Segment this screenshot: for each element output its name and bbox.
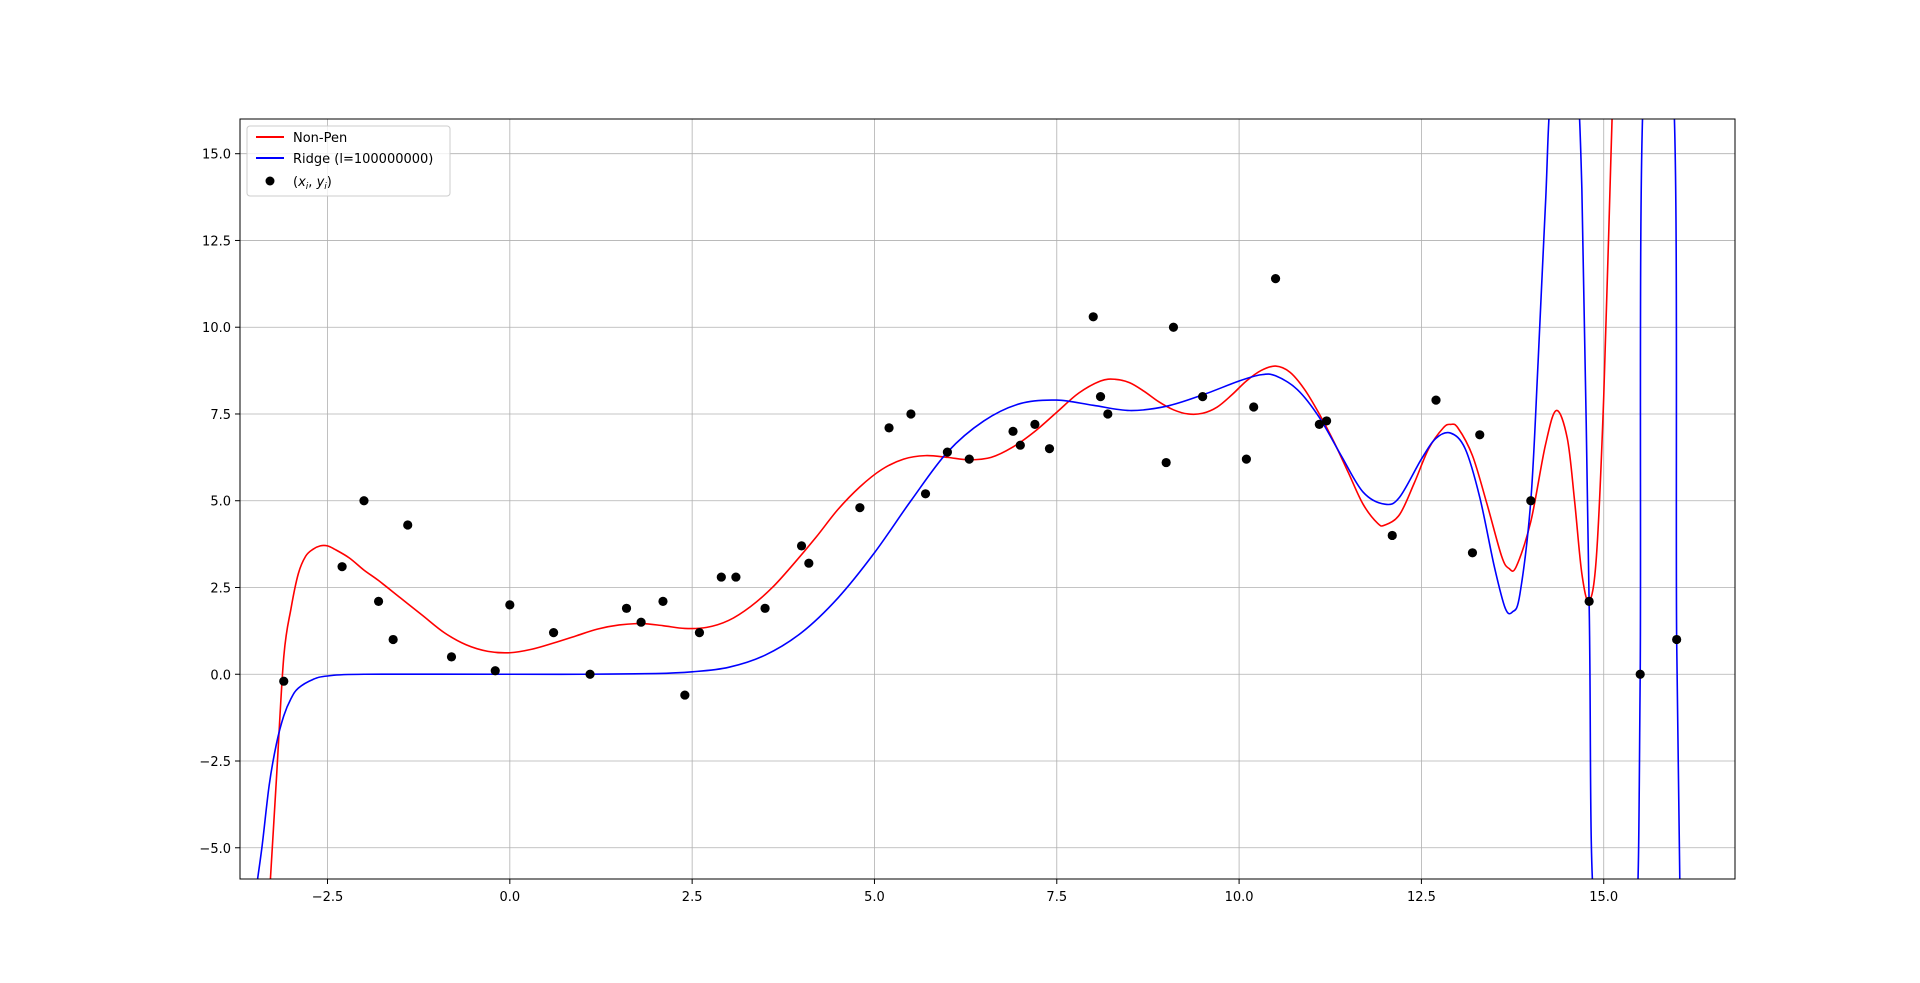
data-point	[621, 603, 632, 613]
data-point	[658, 596, 668, 606]
x-tick-label: 7.5	[1046, 890, 1067, 905]
data-point	[1088, 312, 1098, 322]
data-point	[906, 409, 916, 419]
data-point	[760, 603, 770, 613]
y-tick-label: −5.0	[199, 842, 231, 857]
y-tick-label: 12.5	[202, 234, 231, 249]
data-point	[1015, 440, 1025, 450]
legend-label-non-pen: Non-Pen	[293, 131, 347, 146]
x-tick-label: 2.5	[682, 890, 703, 905]
y-tick-label: 0.0	[210, 668, 231, 683]
data-point	[403, 520, 413, 530]
data-point	[1584, 596, 1594, 606]
data-point	[446, 652, 457, 662]
y-tick-label: −2.5	[199, 755, 231, 770]
data-point	[388, 634, 398, 645]
scatter-points	[279, 274, 1682, 700]
x-axis: −2.5 0.0 2.5 5.0 7.5 10.0 12.5 15.0	[312, 879, 1618, 905]
data-point	[1241, 454, 1251, 464]
x-tick-label: 15.0	[1589, 890, 1618, 905]
data-point	[855, 503, 865, 513]
data-point	[1387, 530, 1397, 541]
y-tick-label: 7.5	[210, 408, 231, 423]
data-point	[1635, 669, 1645, 679]
data-point	[1044, 444, 1055, 454]
y-tick-label: 2.5	[210, 581, 231, 596]
x-tick-label: −2.5	[312, 890, 344, 905]
data-point	[1198, 392, 1208, 402]
legend-box	[246, 125, 451, 197]
legend: Non-Pen Ridge (l=100000000) (xi, yi)	[246, 125, 451, 197]
legend-label-points: (xi, yi)	[293, 175, 332, 192]
data-point	[1672, 634, 1682, 645]
data-point	[1270, 274, 1281, 284]
data-point	[694, 628, 705, 638]
y-axis: −5.0 −2.5 0.0 2.5 5.0 7.5 10.0 12.5 15.0	[199, 148, 240, 857]
data-point	[1467, 548, 1478, 558]
grid-lines	[240, 119, 1735, 879]
legend-swatch-points	[265, 176, 275, 186]
data-point	[1314, 419, 1324, 429]
data-point	[279, 676, 289, 686]
x-tick-label: 12.5	[1407, 890, 1436, 905]
data-point	[731, 572, 741, 582]
data-point	[1168, 322, 1179, 332]
data-point	[1526, 496, 1536, 506]
y-tick-label: 15.0	[202, 148, 231, 163]
plot-background	[240, 119, 1735, 879]
data-point	[636, 617, 646, 627]
data-point	[1161, 457, 1171, 468]
data-point	[796, 541, 807, 551]
data-point	[490, 666, 500, 676]
series-lines	[256, 119, 1681, 879]
data-point	[373, 596, 384, 606]
data-point	[884, 423, 894, 433]
data-point	[1103, 409, 1113, 419]
data-point	[585, 669, 595, 679]
data-point	[942, 447, 952, 457]
data-point	[1008, 426, 1018, 436]
data-point	[716, 572, 726, 582]
data-point	[1322, 416, 1332, 426]
y-tick-label: 5.0	[210, 495, 231, 510]
data-point	[359, 496, 369, 506]
data-point	[505, 600, 515, 610]
data-point	[1431, 395, 1441, 405]
data-point	[1030, 419, 1040, 429]
data-point	[1249, 402, 1259, 412]
data-point	[337, 562, 347, 572]
data-point	[1095, 392, 1106, 402]
data-point	[1475, 430, 1485, 440]
data-point	[804, 558, 814, 568]
series-line-ridge	[256, 119, 1681, 879]
x-tick-label: 0.0	[499, 890, 520, 905]
plot-frame	[239, 118, 1736, 880]
data-point	[964, 454, 974, 464]
series-line-non-pen	[269, 119, 1613, 879]
data-point	[548, 628, 559, 638]
data-point	[680, 690, 690, 700]
data-point	[920, 489, 931, 499]
x-tick-label: 10.0	[1225, 890, 1254, 905]
legend-label-ridge: Ridge (l=100000000)	[293, 152, 433, 167]
y-tick-label: 10.0	[202, 321, 231, 336]
x-tick-label: 5.0	[864, 890, 885, 905]
